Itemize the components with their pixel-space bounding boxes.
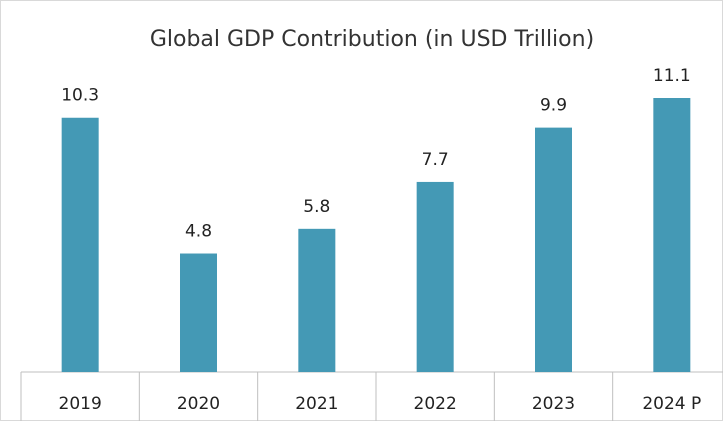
x-tick-label: 2020 (177, 394, 220, 414)
chart-title: Global GDP Contribution (in USD Trillion… (150, 27, 594, 52)
bar (180, 253, 217, 372)
bar (653, 98, 691, 372)
bar (61, 117, 99, 373)
data-label: 7.7 (422, 150, 449, 170)
data-label: 11.1 (653, 66, 691, 86)
data-label: 10.3 (61, 86, 99, 106)
bar (535, 127, 572, 373)
data-label: 5.8 (303, 197, 330, 217)
x-tick-label: 2019 (59, 394, 102, 414)
x-tick-label: 2024 P (642, 394, 701, 414)
bar (298, 228, 336, 372)
x-tick-label: 2023 (532, 394, 575, 414)
x-tick-label: 2021 (295, 394, 338, 414)
data-label: 4.8 (185, 222, 212, 242)
bar (416, 181, 454, 372)
data-label: 9.9 (540, 96, 567, 116)
x-tick-label: 2022 (414, 394, 457, 414)
